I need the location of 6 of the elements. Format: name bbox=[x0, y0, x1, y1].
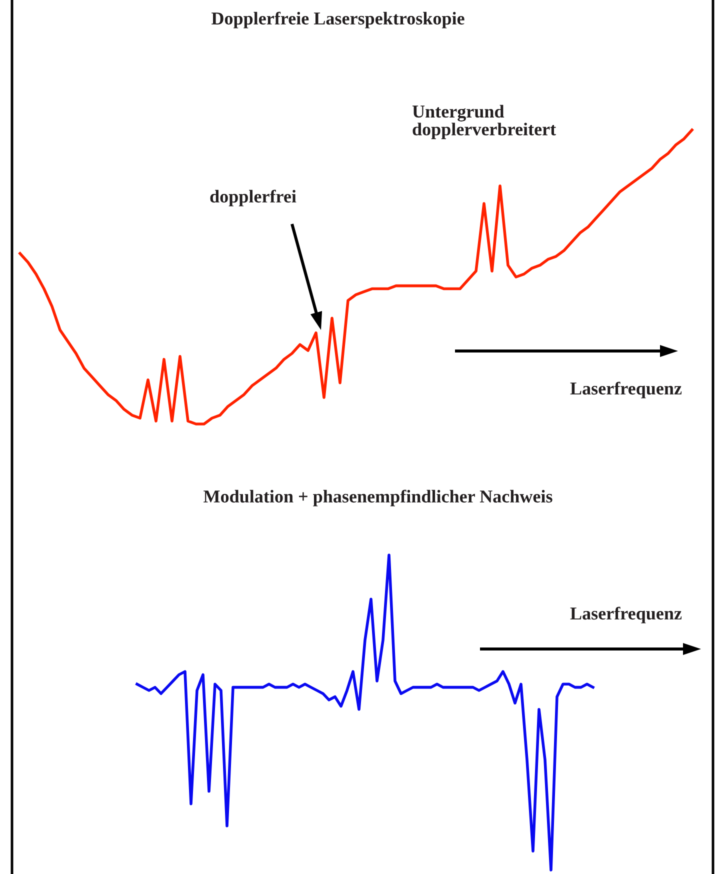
annotation: Laserfrequenz bbox=[570, 382, 682, 398]
chart-title: Dopplerfreie Laserspektroskopie bbox=[212, 12, 464, 28]
annotation: Untergrund dopplerverbreitert bbox=[412, 104, 556, 140]
annotation: Laserfrequenz bbox=[570, 606, 682, 624]
chart-title: Modulation + phasenempfindlicher Nachweis bbox=[204, 490, 552, 506]
annotation: dopplerfrei bbox=[210, 190, 296, 206]
